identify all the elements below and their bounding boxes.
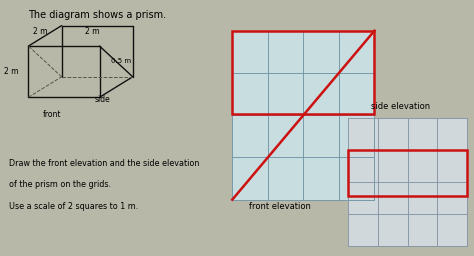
Bar xyxy=(232,31,374,200)
Text: 2 m: 2 m xyxy=(85,27,100,36)
Text: front: front xyxy=(43,110,61,119)
Text: side: side xyxy=(95,95,110,104)
Bar xyxy=(348,118,467,246)
Text: of the prism on the grids.: of the prism on the grids. xyxy=(9,180,111,189)
Bar xyxy=(348,150,467,196)
Text: 2 m: 2 m xyxy=(33,27,47,36)
Text: 0.5 m: 0.5 m xyxy=(111,58,131,65)
Text: Draw the front elevation and the side elevation: Draw the front elevation and the side el… xyxy=(9,159,200,168)
Text: Use a scale of 2 squares to 1 m.: Use a scale of 2 squares to 1 m. xyxy=(9,202,139,211)
Text: front elevation: front elevation xyxy=(249,202,310,211)
Text: side elevation: side elevation xyxy=(371,102,430,111)
Bar xyxy=(232,31,374,114)
Text: The diagram shows a prism.: The diagram shows a prism. xyxy=(28,10,166,20)
Text: 2 m: 2 m xyxy=(4,67,19,76)
